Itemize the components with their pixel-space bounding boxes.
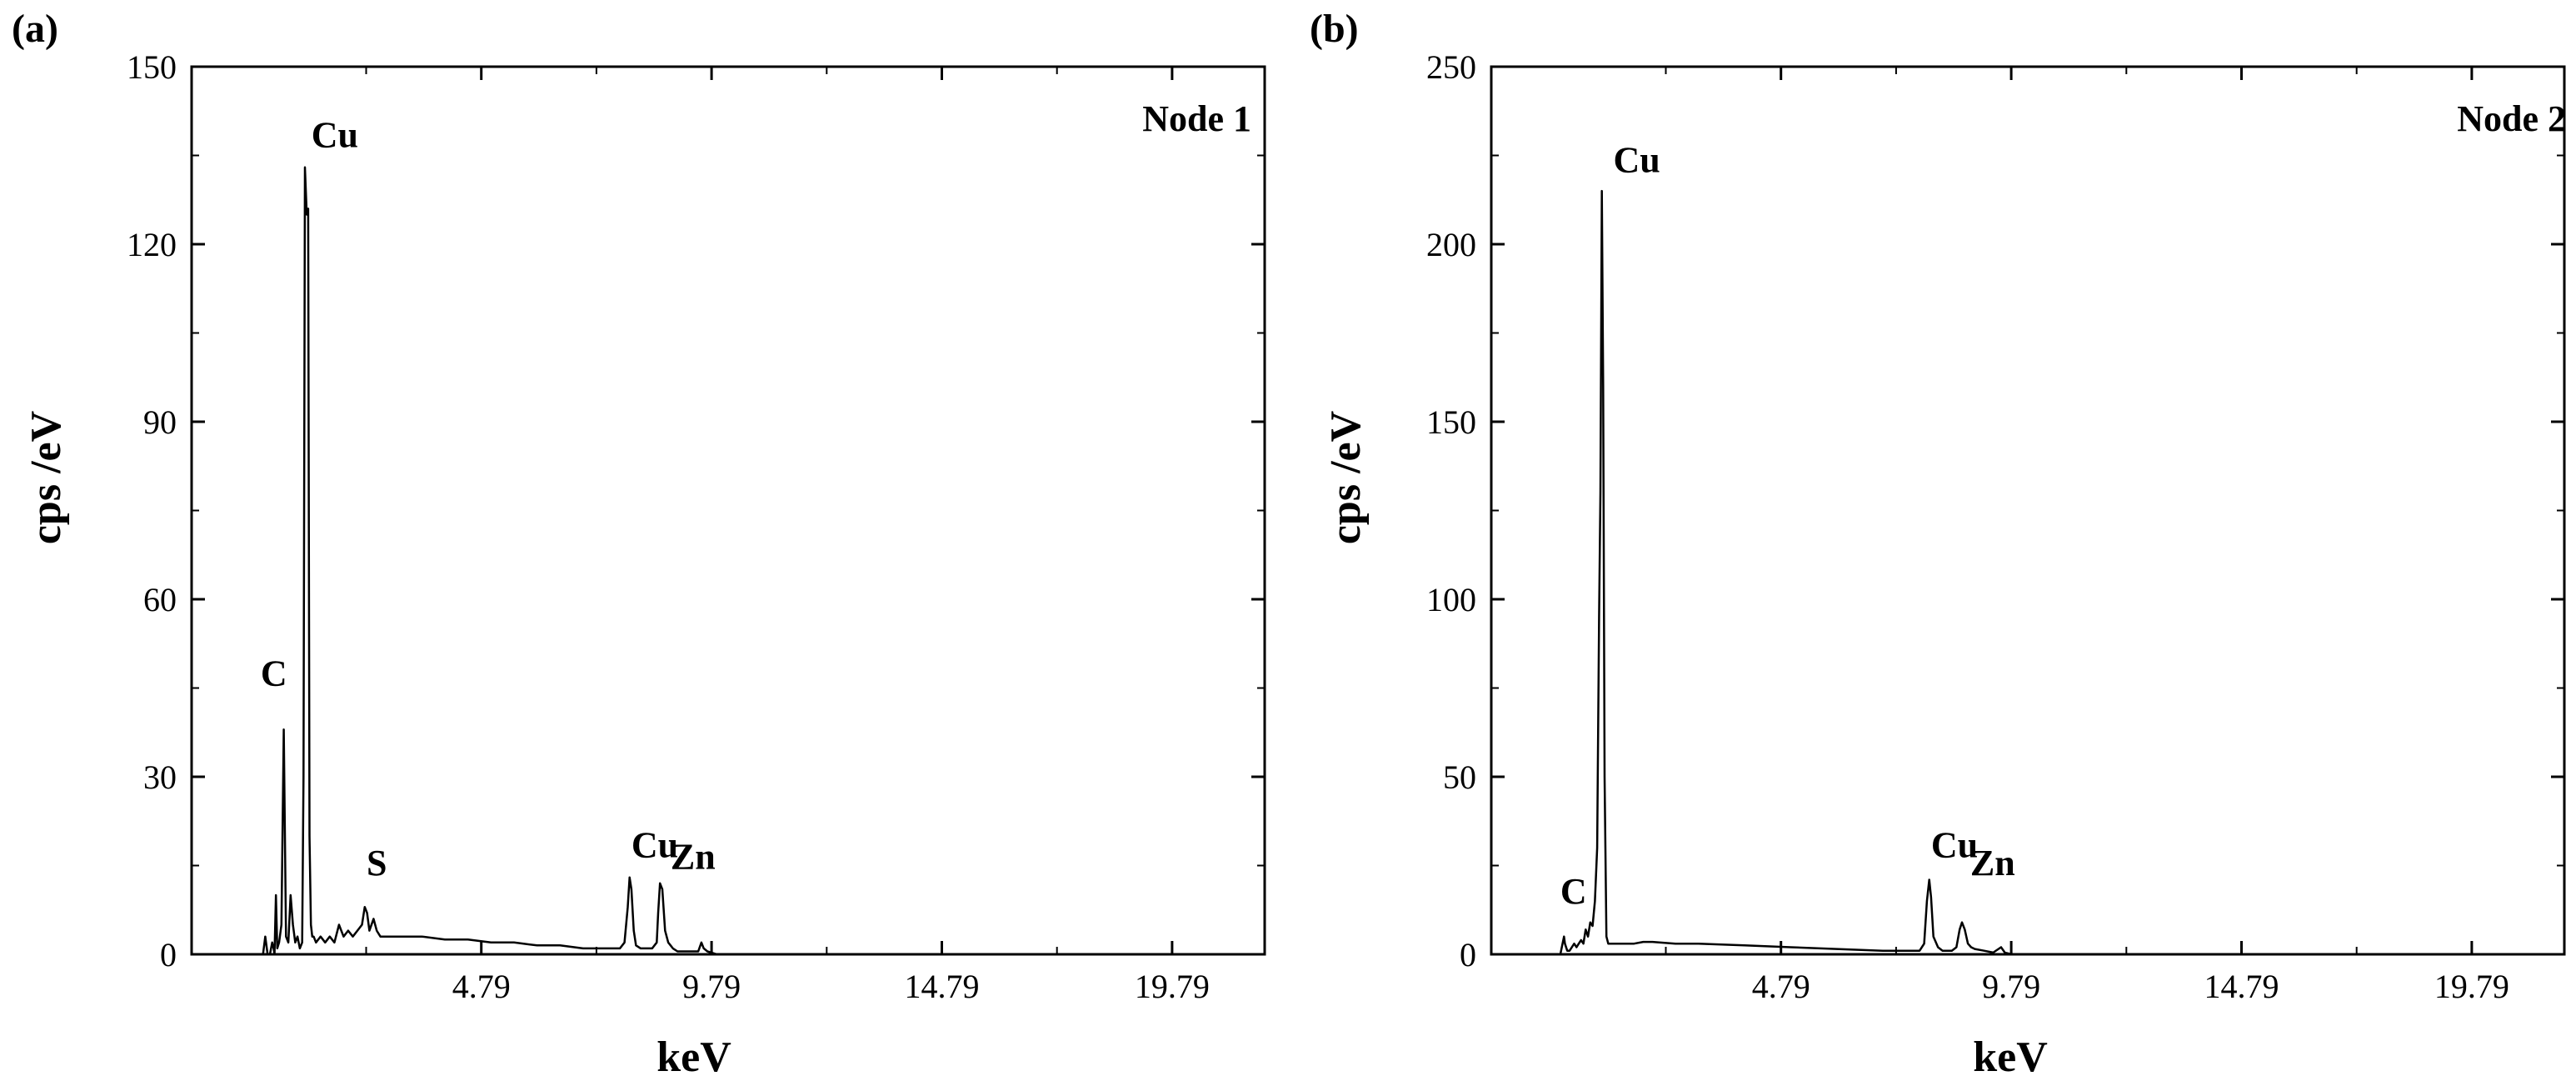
panel-b-spectrum-line [1559, 189, 2482, 956]
panel-a-y-axis-title: cps /eV [22, 411, 70, 544]
panel-b-y-tick-label: 100 [1426, 581, 1476, 618]
panel-b-y-axis-title: cps /eV [1322, 411, 1370, 544]
panel-a-label: (a) [12, 7, 58, 51]
panel-a-x-tick-label: 14.79 [904, 968, 979, 1005]
panel-b-x-axis-title: keV [1973, 1033, 2048, 1081]
panel-a-x-tick-label: 4.79 [452, 968, 511, 1005]
panel-a-peak-label: S [367, 843, 387, 883]
panel-a-y-tick-label: 60 [143, 581, 177, 618]
panel-b-y-tick-label: 50 [1443, 758, 1476, 796]
panel-b-peak-label: Cu [1931, 825, 1978, 866]
panel-a-y-tick-label: 90 [143, 403, 177, 441]
panel-a-y-tick-label: 30 [143, 758, 177, 796]
panel-a-x-axis-title: keV [656, 1033, 731, 1081]
panel-b-peak-label: Zn [1970, 843, 2015, 883]
panel-b-y-tick-label: 0 [1460, 936, 1476, 973]
panel-a-y-tick-label: 120 [127, 226, 177, 263]
panel-b-y-tick-label: 200 [1426, 226, 1476, 263]
panel-b-y-tick-label: 250 [1426, 48, 1476, 86]
panel-b-x-tick-label: 14.79 [2204, 968, 2279, 1005]
panel-b: (b) cps /eV keV Node 2 0 50 100 150 200 250 4.… [1310, 7, 2566, 1081]
panel-a-x-tick-label: 19.79 [1135, 968, 1210, 1005]
panel-b-inset-label: Node 2 [2457, 98, 2566, 139]
panel-a-y-tick-label: 0 [160, 936, 177, 973]
panel-b-peak-label: C [1560, 871, 1587, 912]
panel-b-y-tick-label: 150 [1426, 403, 1476, 441]
panel-b-plot-frame [1490, 65, 2566, 956]
panel-a-y-tick-label: 150 [127, 48, 177, 86]
panel-a: (a) cps /eV keV Node 1 0 30 60 90 120 150 4.79… [12, 7, 1266, 1081]
panel-a-spectrum-line [260, 166, 1182, 956]
panel-b-peak-label: Cu [1613, 139, 1660, 180]
panel-b-x-tick-label: 19.79 [2434, 968, 2509, 1005]
panel-a-plot-frame [190, 65, 1266, 956]
panel-a-inset-label: Node 1 [1142, 98, 1251, 139]
panel-a-peak-label: Cu [312, 115, 358, 156]
panel-b-x-tick-label: 9.79 [1982, 968, 2040, 1005]
panel-b-x-tick-label: 4.79 [1752, 968, 1810, 1005]
panel-a-peak-label: C [261, 653, 287, 694]
panel-a-peak-label: Cu [632, 825, 678, 866]
panel-b-label: (b) [1310, 7, 1359, 51]
panel-a-x-tick-label: 9.79 [682, 968, 741, 1005]
panel-a-peak-label: Zn [671, 837, 716, 878]
